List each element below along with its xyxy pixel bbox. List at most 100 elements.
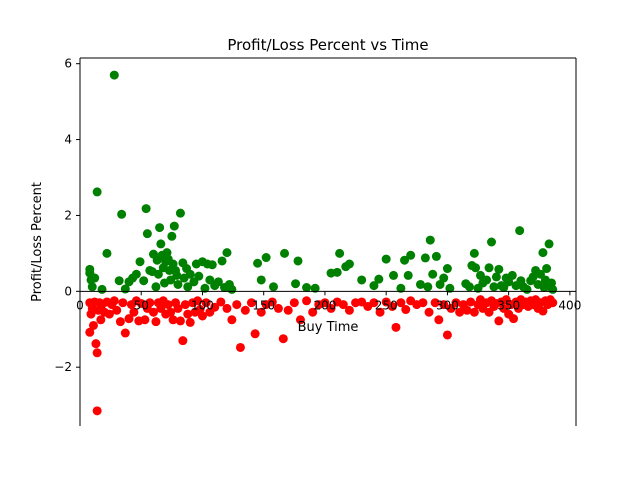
chart-title: Profit/Loss Percent vs Time <box>227 36 428 54</box>
data-point-0-37 <box>169 221 179 231</box>
data-point-0-89 <box>428 269 438 279</box>
data-point-1-44 <box>180 300 190 310</box>
data-point-0-39 <box>172 270 182 280</box>
data-point-1-27 <box>136 298 146 308</box>
data-point-0-65 <box>269 282 278 292</box>
data-point-1-22 <box>124 314 134 324</box>
data-point-0-57 <box>217 256 227 266</box>
data-point-0-24 <box>153 269 163 279</box>
y-tick-label-2: 2 <box>64 208 72 222</box>
data-point-0-115 <box>515 226 525 236</box>
data-point-1-38 <box>166 307 176 317</box>
data-point-1-45 <box>183 309 193 319</box>
data-point-1-17 <box>109 296 119 306</box>
data-point-1-84 <box>381 297 391 307</box>
data-point-0-124 <box>538 248 548 258</box>
y-tick-label-4: 6 <box>64 57 72 71</box>
data-point-0-106 <box>489 282 499 292</box>
data-point-0-22 <box>151 282 161 292</box>
data-point-0-69 <box>302 283 312 293</box>
data-point-1-19 <box>115 317 125 327</box>
data-point-1-20 <box>118 298 128 308</box>
data-point-0-132 <box>548 284 558 294</box>
data-point-1-59 <box>235 342 245 352</box>
data-point-0-101 <box>475 270 485 280</box>
y-tick-label-1: 0 <box>64 284 72 298</box>
data-point-0-26 <box>156 239 166 249</box>
data-point-0-83 <box>403 270 413 280</box>
data-point-0-113 <box>507 270 517 280</box>
data-point-0-84 <box>406 250 416 260</box>
x-tick-label-5: 250 <box>375 298 398 312</box>
data-point-0-64 <box>261 253 271 263</box>
data-point-0-94 <box>445 283 455 293</box>
data-point-0-34 <box>166 275 176 285</box>
axes: 0 50 100 150 200 250 300 350 400 −2 0 2 4 6 <box>54 57 581 426</box>
data-point-1-4 <box>88 320 98 330</box>
data-point-1-69 <box>289 298 299 308</box>
data-point-1-57 <box>227 315 237 325</box>
data-point-0-51 <box>200 283 210 293</box>
data-point-0-41 <box>175 208 185 218</box>
data-point-0-72 <box>332 267 342 277</box>
data-point-1-72 <box>308 307 318 317</box>
data-point-0-86 <box>420 253 430 263</box>
data-point-0-108 <box>494 264 504 274</box>
data-point-1-67 <box>278 334 288 344</box>
data-point-1-103 <box>469 307 479 317</box>
data-point-0-3 <box>87 282 97 292</box>
data-point-1-85 <box>387 301 397 311</box>
data-point-0-15 <box>135 257 145 267</box>
data-point-0-104 <box>484 263 494 273</box>
data-point-1-56 <box>222 303 232 313</box>
data-point-0-46 <box>185 269 195 279</box>
y-tick-label-0: −2 <box>54 360 72 374</box>
data-point-1-43 <box>178 336 188 346</box>
data-point-1-118 <box>509 314 519 324</box>
data-point-0-77 <box>369 281 379 291</box>
data-point-1-93 <box>430 298 440 308</box>
x-tick-label-6: 300 <box>436 298 459 312</box>
data-point-0-93 <box>442 264 452 274</box>
data-point-1-46 <box>185 317 195 327</box>
data-point-0-90 <box>431 251 441 261</box>
data-point-0-63 <box>256 275 266 285</box>
data-point-1-99 <box>455 307 465 317</box>
data-point-0-92 <box>439 273 449 283</box>
data-point-1-54 <box>210 302 220 312</box>
data-point-0-96 <box>464 282 474 292</box>
data-point-0-59 <box>222 248 232 258</box>
data-point-1-65 <box>267 297 277 307</box>
data-point-1-37 <box>163 300 173 310</box>
data-point-1-95 <box>439 300 449 310</box>
data-point-1-70 <box>295 315 305 325</box>
data-point-0-10 <box>117 209 127 219</box>
data-point-0-49 <box>194 271 204 281</box>
data-point-0-99 <box>471 263 481 273</box>
data-point-1-24 <box>129 307 139 317</box>
data-point-0-6 <box>97 284 107 294</box>
data-point-1-82 <box>369 298 379 308</box>
x-tick-label-7: 350 <box>497 298 520 312</box>
data-point-1-42 <box>175 316 185 326</box>
data-point-1-15 <box>104 309 114 319</box>
data-point-0-75 <box>344 259 354 269</box>
data-point-1-8 <box>92 406 102 416</box>
data-point-1-68 <box>283 305 293 315</box>
data-point-1-75 <box>326 303 336 313</box>
data-point-0-7 <box>102 248 112 258</box>
data-point-0-25 <box>155 223 165 233</box>
x-tick-label-1: 50 <box>134 298 149 312</box>
data-point-0-5 <box>92 187 102 197</box>
x-tick-label-0: 0 <box>76 298 84 312</box>
data-point-0-88 <box>425 235 435 245</box>
data-point-1-101 <box>462 305 472 315</box>
data-point-1-74 <box>320 298 330 308</box>
data-point-1-86 <box>391 322 401 332</box>
data-point-1-32 <box>151 317 161 327</box>
data-point-1-80 <box>357 297 367 307</box>
y-axis-label: Profit/Loss Percent <box>30 182 45 302</box>
data-point-0-35 <box>167 231 177 241</box>
data-point-0-68 <box>293 256 303 266</box>
data-point-0-45 <box>183 282 193 292</box>
